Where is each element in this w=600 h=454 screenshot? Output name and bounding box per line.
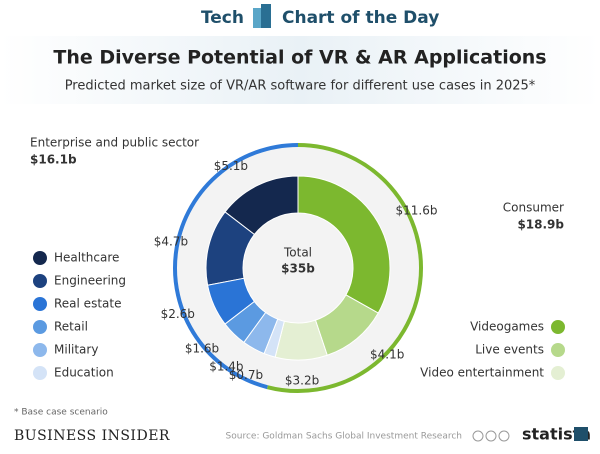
title-band (0, 36, 600, 104)
group-ring (266, 143, 423, 393)
donut-segment (297, 175, 391, 314)
legend-swatch (33, 297, 47, 311)
footnote: * Base case scenario (14, 408, 108, 418)
group-name: Enterprise and public sector (30, 136, 199, 150)
value-label: $11.6b (396, 203, 438, 217)
header-icon (253, 4, 271, 28)
value-label: $2.6b (161, 307, 195, 321)
chart-title: The Diverse Potential of VR & AR Applica… (53, 47, 546, 69)
brand: BUSINESS INSIDER (14, 428, 170, 444)
legend-label: Engineering (54, 274, 126, 288)
total-value: $35b (281, 262, 315, 276)
legend-label: Military (54, 343, 98, 357)
value-label: $5.1b (214, 159, 248, 173)
legend-label: Video entertainment (420, 366, 544, 380)
logo: statista (522, 425, 591, 444)
legend-label: Education (54, 366, 114, 380)
legend-label: Retail (54, 320, 88, 334)
license-icons (472, 430, 510, 442)
group-value: $16.1b (30, 153, 77, 167)
legend-swatch (33, 343, 47, 357)
chart-subtitle: Predicted market size of VR/AR software … (65, 79, 536, 94)
value-label: $0.7b (229, 368, 263, 382)
legend-swatch (551, 320, 565, 334)
legend-label: Healthcare (54, 251, 119, 265)
value-label: $4.7b (154, 234, 188, 248)
legend-swatch (33, 251, 47, 265)
header-right: Chart of the Day (282, 8, 439, 28)
value-label: $4.1b (370, 348, 404, 362)
source: Source: Goldman Sachs Global Investment … (226, 432, 462, 442)
donut-segment (263, 318, 285, 358)
legend-swatch (551, 366, 565, 380)
logo-icon (574, 427, 588, 441)
legend-swatch (551, 343, 565, 357)
legend-swatch (33, 274, 47, 288)
legend-swatch (33, 320, 47, 334)
group-ring (173, 143, 299, 390)
group-name: Consumer (503, 201, 564, 215)
legend-label: Live events (475, 343, 544, 357)
total-label: Total (283, 246, 312, 260)
value-label: $1.6b (185, 341, 219, 355)
legend-swatch (33, 366, 47, 380)
value-label: $3.2b (285, 373, 319, 387)
legend-label: Videogames (470, 320, 544, 334)
value-label: $1.4b (209, 360, 243, 374)
header-left: Tech (201, 8, 244, 28)
group-value: $18.9b (517, 218, 564, 232)
legend-label: Real estate (54, 297, 121, 311)
